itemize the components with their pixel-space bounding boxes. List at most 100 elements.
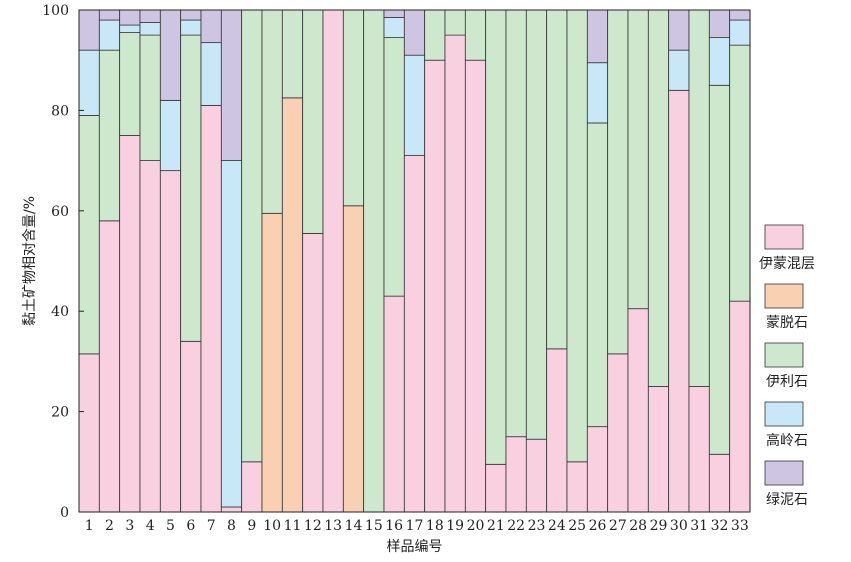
bar-segment-31-s2 xyxy=(688,9,710,387)
bar-segment-15-s2 xyxy=(363,9,385,513)
bar-segment-6-s2 xyxy=(180,34,202,342)
bar-segment-7-s0 xyxy=(200,104,222,513)
x-tick-label-8: 8 xyxy=(227,518,236,534)
bar-segment-12-s2 xyxy=(302,9,324,234)
bar-segment-26-s4 xyxy=(586,9,609,64)
bar-segment-9-s0 xyxy=(241,461,263,513)
bar-segment-1-s0 xyxy=(78,353,100,513)
bar-segment-9-s2 xyxy=(241,9,263,463)
legend-label-2: 伊利石 xyxy=(766,374,808,390)
legend-label-3: 高岭石 xyxy=(766,432,808,449)
x-tick-label-22: 22 xyxy=(507,518,525,534)
bar-segment-4-s4 xyxy=(139,9,161,23)
bar-segment-11-s1 xyxy=(281,97,304,513)
x-tick-label-18: 18 xyxy=(426,518,444,534)
bar-segment-8-s0 xyxy=(220,506,243,513)
bar-segment-23-s2 xyxy=(525,9,548,440)
bar-segment-6-s0 xyxy=(180,340,202,513)
bar-segment-31-s0 xyxy=(688,386,710,513)
bar-segment-12-s0 xyxy=(302,232,324,513)
x-tick-label-29: 29 xyxy=(650,518,668,534)
x-tick-label-21: 21 xyxy=(487,518,505,534)
bar-segment-32-s2 xyxy=(708,84,731,455)
bar-segment-26-s2 xyxy=(586,122,609,428)
x-tick-label-27: 27 xyxy=(609,518,627,534)
y-axis: 0 20 40 60 80 100 xyxy=(42,3,84,521)
bar-segment-3-s0 xyxy=(119,135,141,513)
bar-segment-16-s4 xyxy=(383,9,405,18)
bar-segment-11-s2 xyxy=(281,9,304,99)
bar-segment-27-s2 xyxy=(607,9,629,355)
bar-segment-33-s0 xyxy=(729,300,751,513)
x-tick-label-24: 24 xyxy=(548,518,566,534)
bar-segment-5-s4 xyxy=(159,9,182,101)
x-tick-label-11: 11 xyxy=(284,518,302,534)
bar-segment-7-s3 xyxy=(200,42,222,106)
x-tick-label-25: 25 xyxy=(568,518,586,534)
legend-swatch-1 xyxy=(764,283,804,309)
x-tick-label-17: 17 xyxy=(406,518,424,534)
x-tick-label-16: 16 xyxy=(385,518,403,534)
bar-segment-32-s3 xyxy=(708,37,731,86)
x-tick-labels: 1 2 3 4 5 6 7 8 9 10 11 12 13 14 15 16 17 18 19 20 21 22 23 24 2… xyxy=(85,518,749,534)
bar-segment-27-s0 xyxy=(607,353,629,513)
legend-label-1: 蒙脱石 xyxy=(766,315,808,331)
legend-label-0: 伊蒙混层 xyxy=(759,256,815,272)
bar-segment-4-s3 xyxy=(139,22,161,36)
legend-swatch-3 xyxy=(764,401,804,427)
bar-segment-14-s2 xyxy=(342,9,365,207)
x-tick-label-6: 6 xyxy=(186,518,195,534)
bar-segment-10-s2 xyxy=(261,9,283,214)
bar-segment-26-s0 xyxy=(586,426,609,513)
bar-segment-33-s3 xyxy=(729,19,751,46)
x-tick-label-15: 15 xyxy=(365,518,383,534)
bar-segment-1-s4 xyxy=(78,9,100,51)
y-tick-label-40: 40 xyxy=(51,304,69,320)
x-tick-label-1: 1 xyxy=(85,518,94,534)
bar-segment-16-s0 xyxy=(383,295,405,513)
bar-segment-21-s0 xyxy=(485,463,507,513)
bar-segment-1-s2 xyxy=(78,115,100,355)
bar-segment-30-s0 xyxy=(668,89,690,513)
bar-segment-25-s0 xyxy=(566,461,588,513)
x-tick-label-31: 31 xyxy=(690,518,708,534)
bar-segment-5-s0 xyxy=(159,170,182,513)
y-tick-label-0: 0 xyxy=(60,505,69,521)
bar-segment-6-s3 xyxy=(180,19,202,36)
bar-segment-14-s1 xyxy=(342,205,365,513)
bar-segment-1-s3 xyxy=(78,49,100,116)
bar-segment-3-s2 xyxy=(119,32,141,136)
bar-segment-6-s4 xyxy=(180,9,202,21)
x-tick-label-19: 19 xyxy=(446,518,464,534)
bar-segment-3-s3 xyxy=(119,24,141,33)
bar-segment-2-s2 xyxy=(98,49,121,222)
bar-segment-23-s0 xyxy=(525,438,548,513)
bar-segment-8-s3 xyxy=(220,160,243,508)
bar-segment-25-s2 xyxy=(566,9,588,463)
bar-segment-8-s4 xyxy=(220,9,243,162)
bar-segment-19-s2 xyxy=(444,9,466,36)
bar-segment-10-s1 xyxy=(261,212,283,513)
legend-label-4: 绿泥石 xyxy=(766,492,808,508)
bar-segment-32-s4 xyxy=(708,9,731,39)
x-tick-label-32: 32 xyxy=(711,518,729,534)
legend-swatch-4 xyxy=(764,460,804,486)
legend-swatch-2 xyxy=(764,342,804,368)
x-tick-label-10: 10 xyxy=(263,518,281,534)
x-axis-title: 样品编号 xyxy=(387,539,443,555)
x-tick-label-3: 3 xyxy=(125,518,134,534)
x-tick-label-14: 14 xyxy=(345,518,363,534)
bar-segment-2-s0 xyxy=(98,220,121,513)
bar-segment-2-s4 xyxy=(98,9,121,21)
bar-segment-4-s0 xyxy=(139,160,161,513)
x-tick-label-33: 33 xyxy=(731,518,749,534)
plot-frame xyxy=(78,9,751,513)
bar-segment-33-s2 xyxy=(729,44,751,302)
bar-segment-24-s2 xyxy=(546,9,568,350)
bar-segment-20-s0 xyxy=(464,59,487,513)
bar-segment-17-s0 xyxy=(403,155,426,513)
x-tick-label-13: 13 xyxy=(324,518,342,534)
x-tick-label-5: 5 xyxy=(166,518,175,534)
y-tick-label-80: 80 xyxy=(51,103,69,119)
